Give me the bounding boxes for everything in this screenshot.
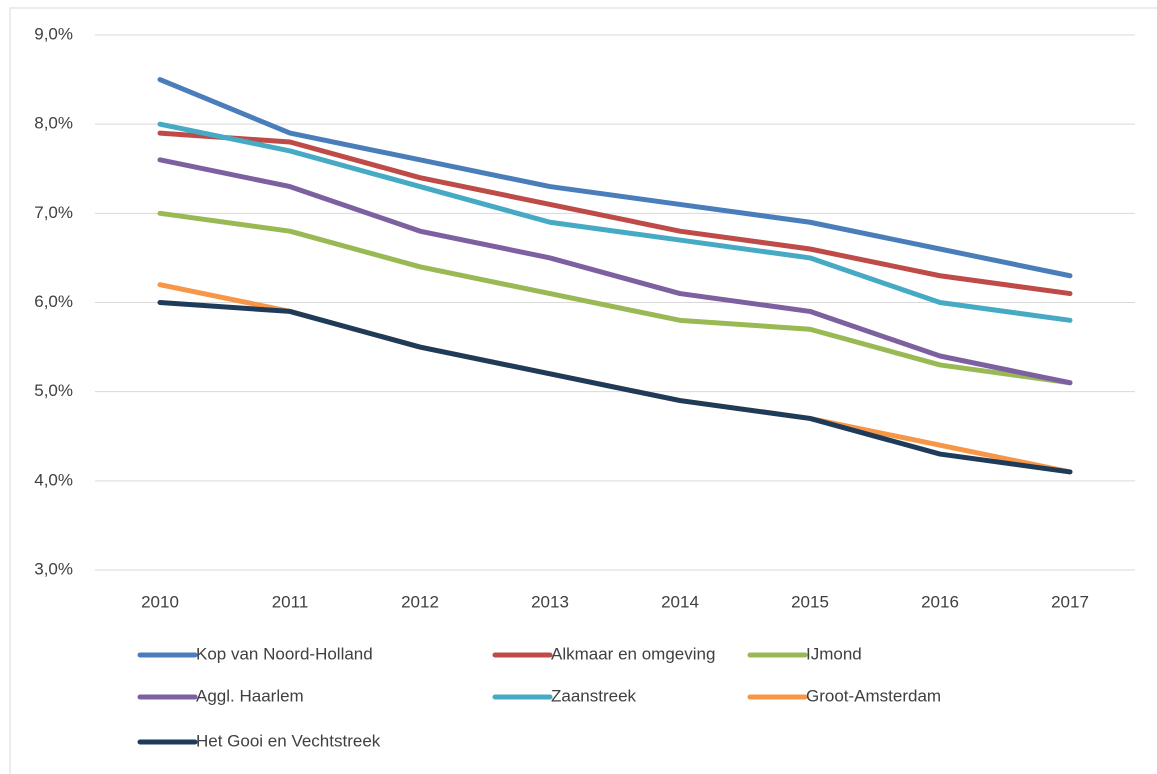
legend-label: Zaanstreek	[551, 686, 637, 705]
y-tick-label: 3,0%	[34, 559, 73, 578]
legend-label: Kop van Noord-Holland	[196, 644, 373, 663]
y-tick-label: 6,0%	[34, 292, 73, 311]
x-tick-label: 2011	[272, 592, 309, 611]
chart-frame	[9, 7, 1157, 774]
legend-label: IJmond	[806, 644, 862, 663]
x-tick-label: 2016	[921, 592, 959, 611]
legend-label: Aggl. Haarlem	[196, 686, 304, 705]
legend-label: Groot-Amsterdam	[806, 686, 941, 705]
x-tick-label: 2014	[661, 592, 699, 611]
y-tick-label: 9,0%	[34, 24, 73, 43]
series-line	[157, 121, 1073, 323]
y-tick-label: 7,0%	[34, 203, 73, 222]
series-line	[157, 300, 1073, 475]
series-line	[157, 157, 1073, 386]
series-line	[157, 210, 1073, 386]
y-tick-label: 5,0%	[34, 381, 73, 400]
y-tick-label: 8,0%	[34, 114, 73, 133]
x-tick-label: 2010	[141, 592, 179, 611]
x-tick-label: 2013	[531, 592, 569, 611]
series-line	[157, 130, 1073, 297]
y-tick-label: 4,0%	[34, 470, 73, 489]
x-tick-label: 2017	[1051, 592, 1089, 611]
x-tick-label: 2015	[791, 592, 829, 611]
legend-label: Alkmaar en omgeving	[551, 644, 715, 663]
legend-label: Het Gooi en Vechtstreek	[196, 731, 381, 750]
series-line	[157, 77, 1073, 279]
x-tick-label: 2012	[401, 592, 439, 611]
